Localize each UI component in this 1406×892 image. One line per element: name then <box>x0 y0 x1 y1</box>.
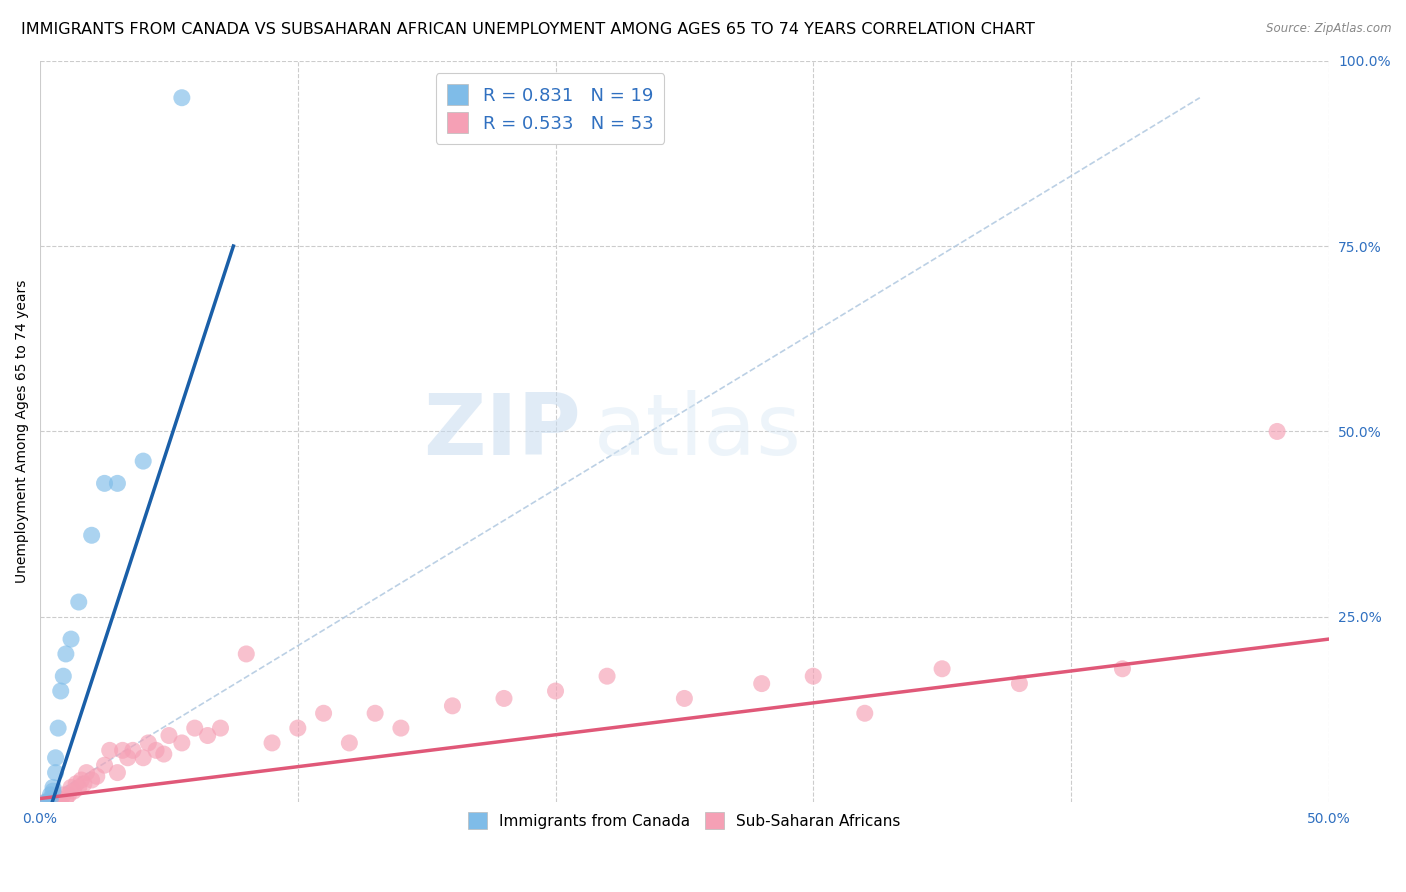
Point <box>107 765 129 780</box>
Point <box>184 721 207 735</box>
Point <box>42 784 65 798</box>
Point <box>1111 662 1133 676</box>
Point <box>67 595 90 609</box>
Point <box>132 751 155 765</box>
Point <box>751 676 773 690</box>
Point <box>93 476 115 491</box>
Point <box>337 736 360 750</box>
Point <box>153 747 176 761</box>
Point <box>80 772 103 787</box>
Text: atlas: atlas <box>595 390 803 473</box>
Point <box>60 632 83 646</box>
Point <box>34 795 56 809</box>
Point <box>73 777 96 791</box>
Point <box>138 736 160 750</box>
Point <box>492 691 515 706</box>
Point <box>98 743 121 757</box>
Point <box>260 736 283 750</box>
Point <box>45 751 67 765</box>
Point <box>157 729 180 743</box>
Point <box>70 772 93 787</box>
Point <box>42 780 65 795</box>
Point <box>34 795 56 809</box>
Text: ZIP: ZIP <box>423 390 581 473</box>
Point <box>235 647 257 661</box>
Point <box>46 721 69 735</box>
Point <box>544 684 567 698</box>
Point <box>60 780 83 795</box>
Point <box>37 795 59 809</box>
Point <box>364 706 387 721</box>
Point <box>65 777 87 791</box>
Y-axis label: Unemployment Among Ages 65 to 74 years: Unemployment Among Ages 65 to 74 years <box>15 280 30 583</box>
Point <box>45 795 67 809</box>
Point <box>93 758 115 772</box>
Point <box>673 691 696 706</box>
Point <box>287 721 309 735</box>
Point <box>55 647 77 661</box>
Point <box>42 791 65 805</box>
Point <box>312 706 335 721</box>
Point <box>107 476 129 491</box>
Point <box>80 528 103 542</box>
Point <box>117 751 139 765</box>
Legend: Immigrants from Canada, Sub-Saharan Africans: Immigrants from Canada, Sub-Saharan Afri… <box>463 805 907 836</box>
Point <box>111 743 134 757</box>
Point <box>853 706 876 721</box>
Point <box>389 721 412 735</box>
Point <box>441 698 464 713</box>
Point <box>132 454 155 468</box>
Point <box>596 669 619 683</box>
Point <box>55 791 77 805</box>
Point <box>49 684 72 698</box>
Point <box>197 729 219 743</box>
Point <box>801 669 824 683</box>
Point <box>49 795 72 809</box>
Point <box>58 788 80 802</box>
Text: Source: ZipAtlas.com: Source: ZipAtlas.com <box>1267 22 1392 36</box>
Point <box>67 780 90 795</box>
Point <box>39 795 62 809</box>
Point <box>37 795 59 809</box>
Point <box>76 765 98 780</box>
Point <box>209 721 232 735</box>
Text: IMMIGRANTS FROM CANADA VS SUBSAHARAN AFRICAN UNEMPLOYMENT AMONG AGES 65 TO 74 YE: IMMIGRANTS FROM CANADA VS SUBSAHARAN AFR… <box>21 22 1035 37</box>
Point <box>52 788 75 802</box>
Point <box>1265 425 1288 439</box>
Point <box>46 791 69 805</box>
Point <box>170 736 193 750</box>
Point <box>52 669 75 683</box>
Point <box>45 765 67 780</box>
Point <box>86 769 108 783</box>
Point <box>1008 676 1031 690</box>
Point <box>39 791 62 805</box>
Point <box>62 784 84 798</box>
Point <box>39 788 62 802</box>
Point <box>145 743 167 757</box>
Point <box>122 743 145 757</box>
Point <box>170 91 193 105</box>
Point <box>931 662 953 676</box>
